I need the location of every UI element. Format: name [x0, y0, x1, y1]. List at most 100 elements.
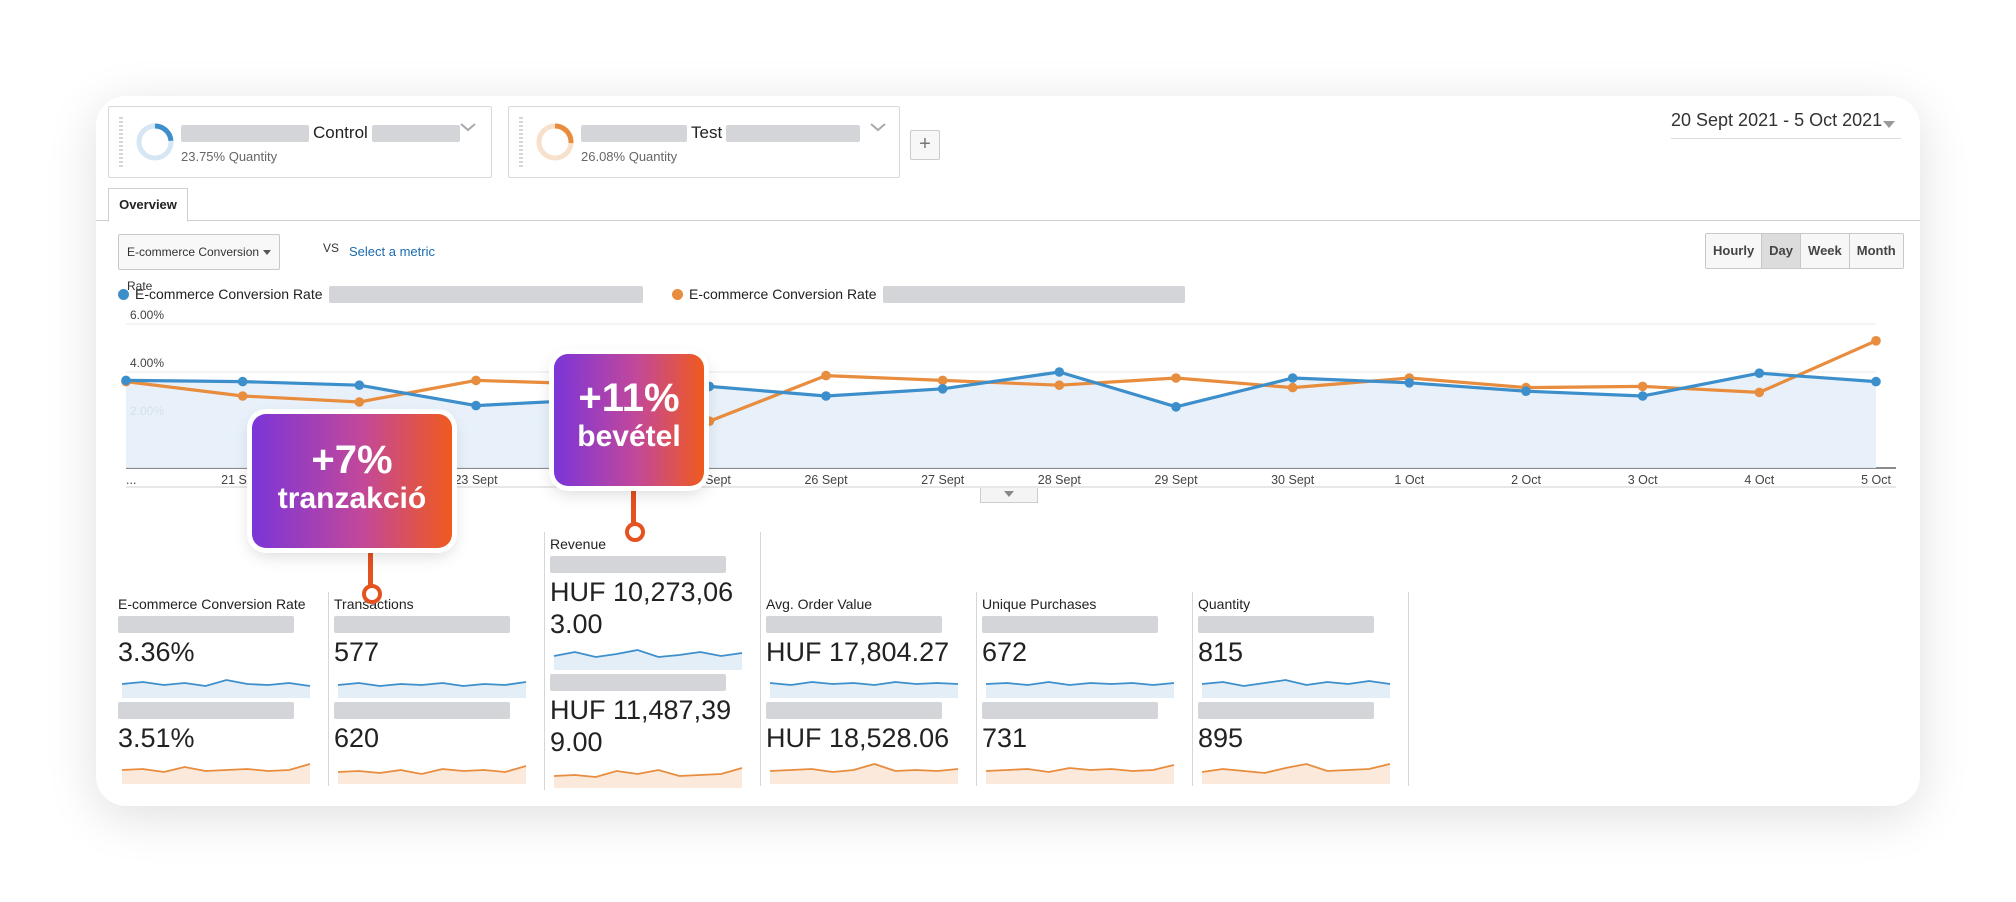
- sparkline-control: [337, 681, 527, 698]
- metric-select[interactable]: E-commerce Conversion Rate: [118, 234, 280, 293]
- x-tick-label: 2 Oct: [1511, 473, 1541, 487]
- chevron-down-icon[interactable]: [869, 121, 887, 133]
- x-tick-label: 23 Sept: [454, 473, 498, 487]
- data-point-control: [1287, 373, 1298, 383]
- data-point-test: [937, 375, 948, 386]
- scorecard-test-value: 3.51%: [118, 723, 195, 753]
- callout-stem: [631, 486, 636, 530]
- data-point-control: [1171, 402, 1181, 412]
- legend-item-test[interactable]: E-commerce Conversion Rate: [672, 284, 1185, 304]
- date-range-picker[interactable]: 20 Sept 2021 - 5 Oct 2021: [1671, 106, 1901, 139]
- redacted-block: [334, 616, 510, 633]
- segment-share-ring-icon: [136, 123, 174, 161]
- data-point-test: [1171, 373, 1181, 383]
- scorecard-title: Avg. Order Value: [766, 596, 873, 612]
- redacted-block: [550, 556, 726, 573]
- metric-select-value: E-commerce Conversion Rate: [127, 245, 260, 293]
- sparkline-line: [769, 763, 959, 773]
- scorecard[interactable]: E-commerce Conversion Rate 3.36% 3.51%: [118, 596, 318, 786]
- granularity-month-button[interactable]: Month: [1849, 234, 1903, 268]
- sparkline-area: [554, 768, 742, 788]
- callout-knob: [625, 522, 645, 542]
- segment-control-selector[interactable]: Control 23.75% Quantity: [108, 106, 492, 178]
- scorecard-test-value: 731: [982, 723, 1028, 753]
- scorecard-title: Revenue: [550, 536, 607, 552]
- callout-percent: +7%: [311, 438, 393, 482]
- add-segment-button[interactable]: +: [910, 130, 940, 160]
- tab-bar-divider: [96, 220, 1920, 221]
- sparkline-line: [985, 681, 1175, 686]
- segment-test-selector[interactable]: Test 26.08% Quantity: [508, 106, 900, 178]
- scorecard-divider: [760, 532, 761, 786]
- sparkline-line: [553, 767, 743, 778]
- legend-item-control[interactable]: E-commerce Conversion Rate: [118, 284, 643, 304]
- sparkline-area: [986, 682, 1174, 698]
- data-point-test: [237, 391, 248, 401]
- data-point-control: [1754, 368, 1765, 379]
- segment-name: Test: [691, 123, 723, 142]
- x-tick-label: 5 Oct: [1861, 473, 1891, 487]
- data-point-test: [1637, 381, 1648, 392]
- scorecard-test-value: HUF 11,487,39 9.00: [550, 695, 732, 757]
- scorecard-title: Quantity: [1198, 596, 1251, 612]
- scorecard[interactable]: Quantity 815 895: [1198, 596, 1398, 786]
- scorecard-test-value: 895: [1198, 723, 1244, 753]
- x-tick-label: 29 Sept: [1154, 473, 1198, 487]
- callout-caption: bevétel: [577, 420, 681, 453]
- data-point-test: [1054, 380, 1065, 391]
- redacted-block: [766, 702, 942, 719]
- scorecard[interactable]: Unique Purchases 672 731: [982, 596, 1182, 786]
- sparkline-test: [121, 763, 311, 784]
- data-point-test: [1287, 382, 1298, 393]
- scorecard[interactable]: Revenue HUF 10,273,06 3.00 HUF 11,487,39 9.0…: [550, 536, 750, 788]
- sparkline-test: [769, 763, 959, 784]
- select-metric-link[interactable]: Select a metric: [349, 244, 435, 259]
- redacted-block: [982, 616, 1158, 633]
- chevron-down-icon[interactable]: [459, 121, 477, 133]
- granularity-hourly-button[interactable]: Hourly: [1706, 234, 1763, 268]
- data-point-test: [1754, 387, 1765, 398]
- tab-overview[interactable]: Overview: [108, 188, 188, 222]
- x-tick-label: 30 Sept: [1271, 473, 1315, 487]
- sparkline-line: [121, 763, 311, 773]
- series-line-control: [125, 370, 1877, 409]
- drag-handle-icon[interactable]: [119, 117, 123, 167]
- x-tick-label: 4 Oct: [1744, 473, 1774, 487]
- redacted-block: [882, 285, 1185, 303]
- sparkline-line: [121, 679, 311, 687]
- scorecard-title: Transactions: [334, 596, 414, 612]
- scorecard-control-value: HUF 17,804.27: [766, 637, 950, 667]
- vs-label: VS: [323, 241, 340, 255]
- callout-revenue: +11% bevétel: [554, 354, 704, 486]
- data-point-control: [237, 376, 248, 387]
- sparkline-control: [769, 681, 959, 698]
- x-tick-label: ...: [126, 473, 136, 487]
- scorecard[interactable]: Transactions 577 620: [334, 596, 534, 786]
- scorecard-control-value: HUF 10,273,06 3.00: [550, 577, 734, 639]
- data-point-control: [471, 400, 481, 411]
- scorecard-divider: [544, 532, 545, 790]
- x-tick-label: 3 Oct: [1628, 473, 1658, 487]
- redacted-block: [334, 702, 510, 719]
- sparkline-area: [1202, 680, 1390, 698]
- scorecard-divider: [976, 592, 977, 786]
- sparkline-line: [553, 649, 743, 658]
- segment-share-ring-icon: [536, 123, 574, 161]
- granularity-day-button[interactable]: Day: [1762, 234, 1802, 268]
- data-point-control: [937, 384, 948, 394]
- sparkline-area: [770, 682, 958, 698]
- caret-down-icon: [263, 250, 271, 255]
- data-point-control: [1637, 391, 1648, 401]
- scorecard-divider: [328, 592, 329, 786]
- redacted-block: [328, 285, 643, 303]
- sparkline-control: [121, 679, 311, 698]
- granularity-week-button[interactable]: Week: [1801, 234, 1850, 268]
- scorecard[interactable]: Avg. Order Value HUF 17,804.27 HUF 18,528.…: [766, 596, 966, 786]
- redacted-block: [1198, 616, 1374, 633]
- legend-label: E-commerce Conversion Rate: [135, 286, 323, 302]
- callout-transactions: +7% tranzakció: [252, 414, 452, 548]
- sparkline-test: [985, 764, 1175, 784]
- drag-handle-icon[interactable]: [519, 117, 523, 167]
- data-point-control: [1404, 378, 1415, 388]
- chart-collapse-toggle[interactable]: [980, 488, 1038, 503]
